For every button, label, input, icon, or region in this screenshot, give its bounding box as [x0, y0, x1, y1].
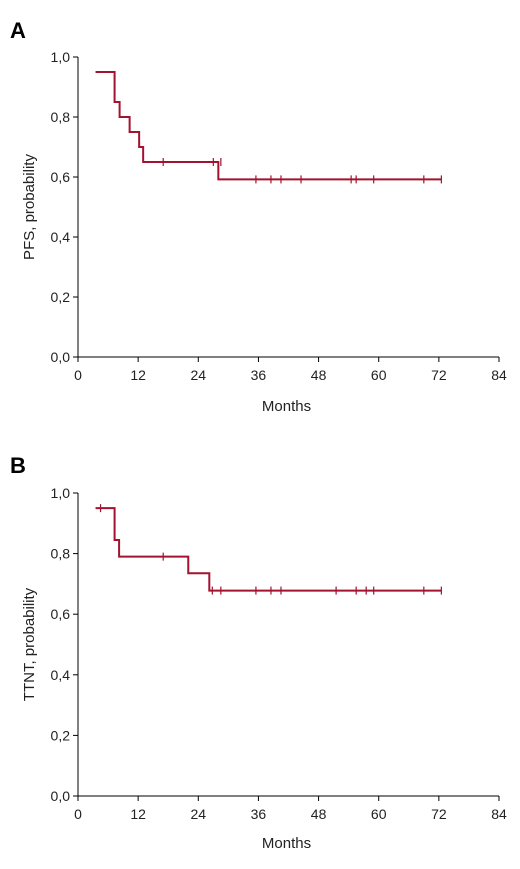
- y-tick-label: 0,8: [51, 109, 71, 125]
- y-tick-label: 0,4: [51, 667, 71, 683]
- x-tick-label: 12: [130, 367, 146, 383]
- x-tick-label: 84: [491, 806, 507, 822]
- y-tick-label: 0,2: [51, 289, 71, 305]
- panel-letter: A: [10, 18, 26, 43]
- y-axis-title: TTNT, probability: [21, 587, 38, 701]
- y-tick-label: 0,0: [51, 788, 71, 804]
- x-tick-label: 36: [251, 367, 267, 383]
- km-survival-curve: [95, 507, 442, 592]
- x-tick-label: 60: [371, 367, 387, 383]
- x-tick-label: 84: [491, 367, 507, 383]
- panel-b: B 0,0 0,2 0,4 0,6 0,8 1,0 0 12 24 36 48 60 72 84 Months…: [10, 453, 507, 852]
- x-tick-label: 48: [311, 367, 327, 383]
- y-tick-label: 0,6: [51, 606, 71, 622]
- y-tick-label: 0,2: [51, 727, 71, 743]
- panel-a: A 0,0 0,2 0,4 0,6 0,8 1,0 0 12 24 36 48 60 72 84 Months…: [10, 18, 507, 415]
- x-tick-label: 48: [311, 806, 327, 822]
- x-axis-title: Months: [262, 398, 311, 415]
- y-tick-label: 0,8: [51, 546, 71, 562]
- x-tick-label: 12: [130, 806, 146, 822]
- x-tick-label: 0: [74, 806, 82, 822]
- y-tick-label: 0,6: [51, 169, 71, 185]
- x-tick-label: 72: [431, 367, 447, 383]
- y-tick-label: 1,0: [51, 49, 71, 65]
- y-tick-label: 0,4: [51, 229, 71, 245]
- x-tick-label: 72: [431, 806, 447, 822]
- x-tick-label: 60: [371, 806, 387, 822]
- y-tick-label: 0,0: [51, 349, 71, 365]
- x-tick-label: 36: [251, 806, 267, 822]
- km-survival-curve: [95, 71, 442, 181]
- y-tick-label: 1,0: [51, 485, 71, 501]
- x-tick-label: 24: [190, 367, 206, 383]
- panel-letter: B: [10, 453, 26, 478]
- x-tick-label: 0: [74, 367, 82, 383]
- x-axis-title: Months: [262, 835, 311, 852]
- x-tick-label: 24: [190, 806, 206, 822]
- y-axis-title: PFS, probability: [21, 154, 38, 260]
